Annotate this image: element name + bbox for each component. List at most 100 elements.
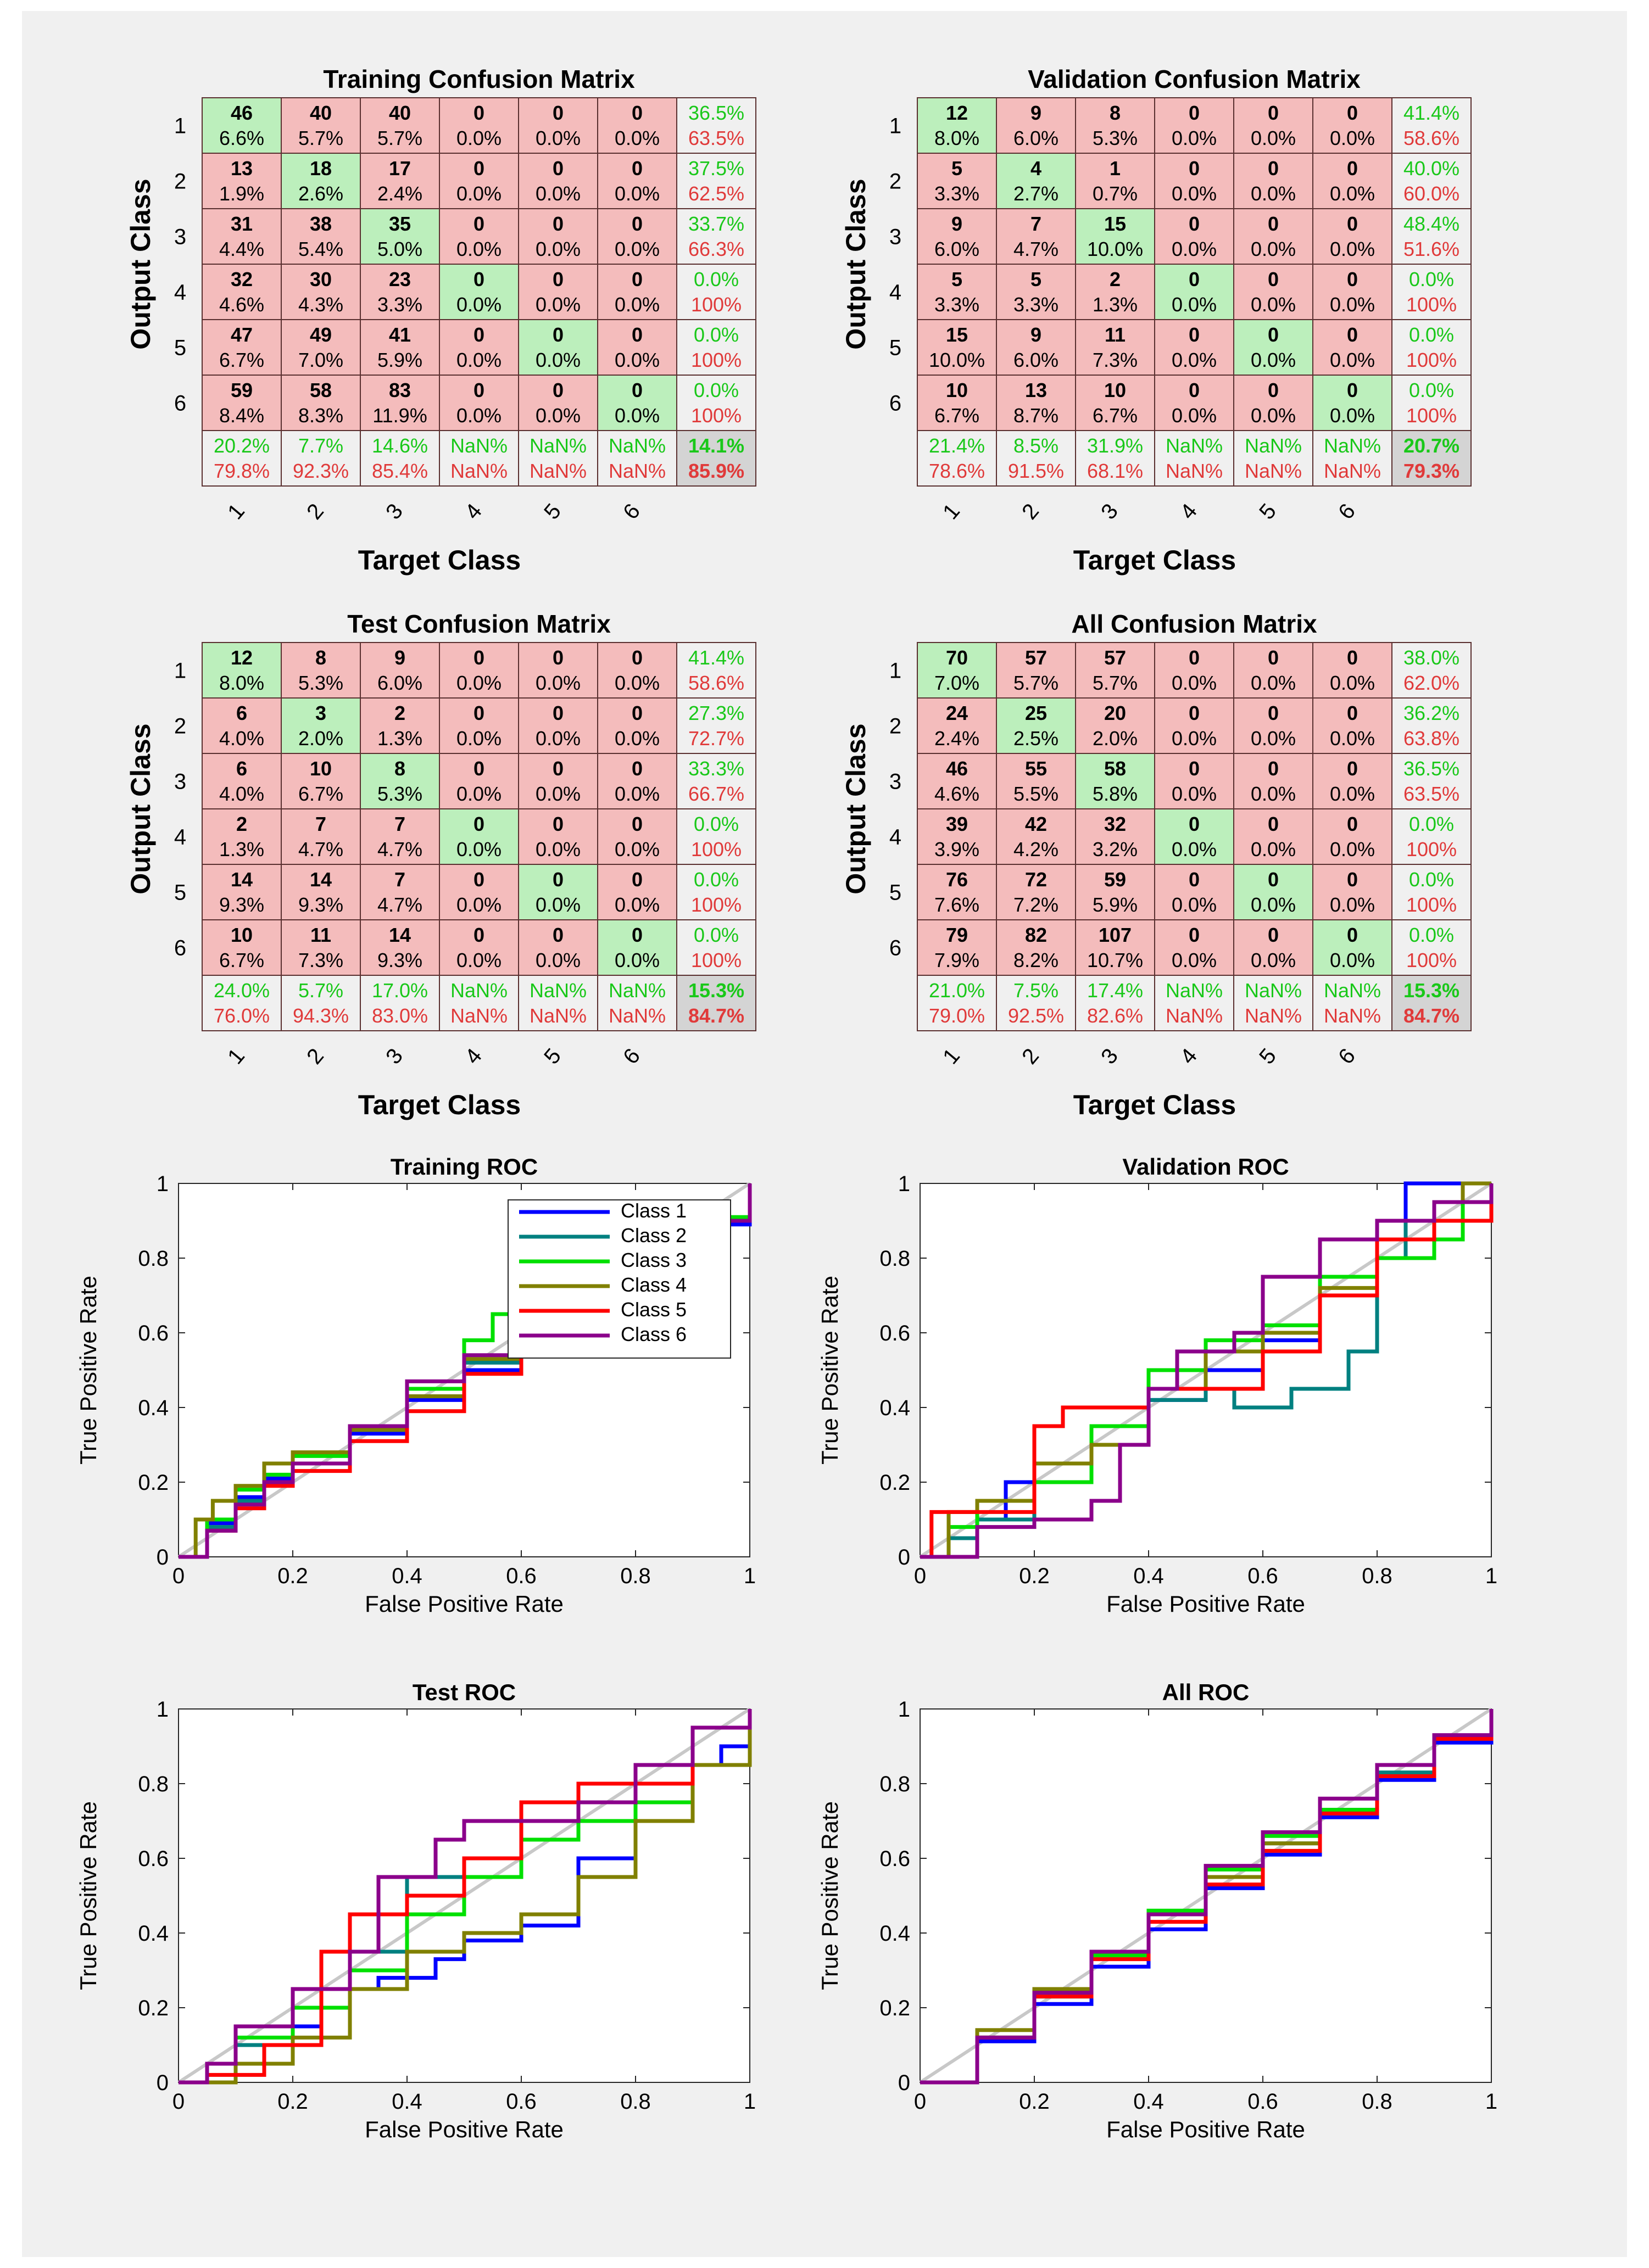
validation-confusion-cell [996, 97, 1076, 154]
training-confusion-cell-percent: 0.0% [536, 127, 581, 149]
training-confusion-col-summary [518, 430, 598, 487]
all-confusion-cell-count: 0 [1347, 924, 1358, 946]
test-confusion-cell-count: 3 [315, 702, 326, 724]
validation-roc-x-tick: 0.8 [1362, 1564, 1392, 1588]
validation-confusion-cell-percent: 0.0% [1330, 293, 1375, 316]
all-confusion-row-summary [1391, 753, 1472, 809]
all-roc-y-tick: 0.8 [879, 1772, 910, 1796]
training-confusion-cell-percent: 2.6% [298, 182, 343, 205]
test-confusion-cell-count: 8 [394, 757, 405, 780]
validation-roc-series-class-6 [920, 1183, 1494, 1559]
validation-confusion-cell-count: 0 [1268, 157, 1279, 180]
test-confusion-col-summary [597, 975, 677, 1031]
training-confusion-cell-count: 59 [231, 379, 253, 401]
training-confusion-cell-percent: 11.9% [372, 404, 427, 427]
training-confusion-x-tick: 6 [619, 499, 645, 524]
validation-confusion-col-summary [1312, 430, 1392, 487]
test-confusion-cell-percent: 0.0% [456, 783, 502, 805]
test-confusion-cell-count: 0 [473, 757, 484, 780]
test-confusion-cell-percent: 0.0% [615, 893, 660, 916]
all-confusion-cell-percent: 8.2% [1013, 949, 1059, 971]
validation-confusion-cell-percent: 0.0% [1172, 404, 1217, 427]
training-confusion-cell-percent: 0.0% [536, 182, 581, 205]
training-confusion-row-summary [676, 264, 756, 320]
test-confusion-row-error: 100% [691, 949, 742, 971]
validation-confusion-cell [917, 319, 997, 376]
validation-confusion-row-summary [1391, 208, 1472, 265]
all-confusion-cell-percent: 5.7% [1093, 672, 1138, 694]
test-confusion-row-error: 58.6% [688, 672, 744, 694]
all-confusion-row-summary [1391, 864, 1472, 920]
training-confusion-cell-count: 13 [231, 157, 253, 180]
all-confusion-cell-count: 0 [1347, 813, 1358, 835]
training-confusion-title: Training Confusion Matrix [323, 65, 635, 93]
validation-confusion-cell-percent: 0.0% [1172, 293, 1217, 316]
all-roc-y-tick: 1 [898, 1697, 910, 1722]
all-confusion-cell-percent: 4.2% [1013, 838, 1059, 861]
validation-confusion-title: Validation Confusion Matrix [1028, 65, 1361, 93]
validation-confusion-cell [1312, 97, 1392, 154]
test-confusion-cell-percent: 6.0% [377, 672, 422, 694]
all-confusion-col-correct: NaN% [1245, 979, 1302, 1002]
test-confusion-cell-percent: 0.0% [536, 783, 581, 805]
all-roc-x-tick: 0.2 [1019, 2090, 1050, 2114]
all-roc-xlabel: False Positive Rate [1106, 2116, 1305, 2142]
test-confusion-row-summary [676, 864, 756, 920]
validation-confusion-col-correct: 8.5% [1013, 434, 1059, 457]
validation-confusion-cell-count: 0 [1189, 157, 1200, 180]
test-confusion-cell-count: 0 [553, 646, 564, 669]
test-confusion-y-tick: 1 [174, 659, 186, 683]
training-confusion-cell-percent: 0.0% [615, 349, 660, 371]
validation-confusion-col-summary [1154, 430, 1234, 487]
all-confusion-cell [1233, 753, 1313, 809]
validation-confusion-cell [1233, 208, 1313, 265]
training-confusion-col-summary [597, 430, 677, 487]
training-confusion-cell-percent: 6.7% [219, 349, 264, 371]
test-confusion-x-tick: 1 [223, 1044, 249, 1069]
training-confusion-cell-percent: 3.3% [377, 293, 422, 316]
test-confusion-cell-count: 9 [394, 646, 405, 669]
test-confusion-ylabel: Output Class [125, 723, 156, 894]
training-confusion-row-error: 100% [691, 349, 742, 371]
training-confusion-cell-percent: 5.7% [377, 127, 422, 149]
training-confusion-cell-count: 46 [231, 102, 253, 124]
training-confusion-cell-percent: 6.6% [219, 127, 264, 149]
validation-confusion-cell-percent: 0.0% [1330, 404, 1375, 427]
training-confusion-cell-count: 0 [553, 268, 564, 291]
test-confusion-cell [202, 808, 282, 865]
all-confusion-cell-count: 58 [1104, 757, 1126, 780]
all-confusion-cell-percent: 0.0% [1172, 893, 1217, 916]
training-confusion-y-tick: 3 [174, 225, 186, 249]
test-confusion-y-tick: 6 [174, 936, 186, 960]
test-confusion-cell-count: 0 [553, 757, 564, 780]
validation-confusion-x-tick: 2 [1017, 499, 1044, 524]
validation-confusion-cell-count: 0 [1347, 268, 1358, 291]
training-roc-x-tick: 0.4 [392, 1564, 422, 1588]
training-confusion-cell [518, 153, 598, 209]
training-confusion-y-tick: 6 [174, 392, 186, 416]
training-confusion-cell [281, 97, 361, 154]
validation-confusion-row-error: 58.6% [1403, 127, 1459, 149]
training-confusion-total-correct: 14.1% [688, 434, 744, 457]
validation-confusion-cell-percent: 0.0% [1251, 404, 1296, 427]
training-confusion-cell [439, 375, 519, 431]
training-confusion-x-tick: 2 [302, 499, 328, 524]
test-confusion-cell-count: 6 [236, 702, 247, 724]
all-confusion-cell-percent: 7.2% [1013, 893, 1059, 916]
all-confusion-row-error: 100% [1406, 893, 1457, 916]
test-confusion-cell [518, 697, 598, 754]
validation-confusion-cell-percent: 8.0% [934, 127, 979, 149]
validation-confusion-cell-percent: 0.0% [1251, 293, 1296, 316]
training-roc-y-tick: 0.6 [138, 1321, 169, 1345]
all-confusion-cell [917, 642, 997, 699]
training-roc-legend-label: Class 2 [621, 1224, 687, 1247]
validation-confusion-cell-count: 0 [1189, 323, 1200, 346]
validation-roc-y-tick: 0.6 [879, 1321, 910, 1345]
test-confusion-col-error: 83.0% [372, 1004, 428, 1027]
all-confusion-cell-percent: 4.6% [934, 783, 979, 805]
test-confusion-row-correct: 0.0% [694, 813, 739, 835]
test-confusion-cell [518, 808, 598, 865]
training-confusion-x-tick: 3 [381, 499, 408, 524]
training-confusion-cell-count: 47 [231, 323, 253, 346]
validation-confusion-col-summary [917, 430, 997, 487]
